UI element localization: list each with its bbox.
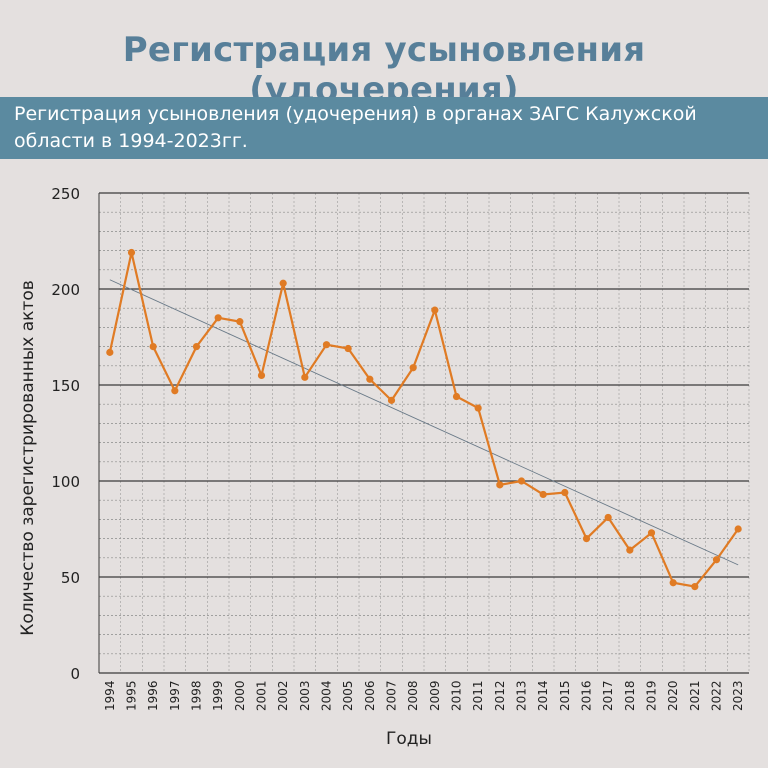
y-tick-label: 50 [61, 569, 80, 587]
data-point [236, 318, 244, 326]
x-tick-label: 2002 [276, 680, 290, 711]
y-tick-label: 250 [51, 185, 80, 203]
data-point [387, 396, 396, 404]
data-point [647, 529, 656, 537]
x-tick-label: 2012 [493, 680, 507, 711]
x-tick-label: 2007 [385, 680, 399, 711]
x-tick-label: 1995 [125, 680, 139, 711]
data-point [712, 556, 721, 564]
data-point [452, 392, 461, 401]
x-tick-label: 2003 [298, 680, 312, 711]
data-point [366, 375, 374, 383]
data-point [192, 343, 201, 351]
x-tick-label: 2018 [623, 680, 637, 711]
x-tick-label: 2016 [580, 680, 594, 711]
x-tick-label: 1999 [211, 680, 225, 711]
x-tick-label: 2023 [731, 680, 745, 711]
data-point [431, 306, 439, 314]
subtitle-banner: Регистрация усыновления (удочерения) в о… [0, 97, 768, 159]
data-point [517, 477, 526, 485]
data-point [301, 373, 309, 381]
x-tick-label: 2022 [710, 680, 724, 711]
data-point [626, 546, 634, 554]
x-tick-label: 1996 [146, 680, 160, 711]
y-tick-label: 150 [51, 377, 80, 395]
data-point [171, 387, 179, 395]
y-tick-label: 0 [70, 665, 80, 683]
data-point [409, 364, 417, 372]
y-tick-label: 100 [51, 473, 80, 491]
data-point [474, 404, 482, 412]
x-tick-label: 2001 [255, 680, 269, 711]
data-point [539, 490, 547, 499]
x-tick-label: 2004 [320, 680, 334, 711]
x-tick-label: 2020 [666, 680, 680, 711]
data-point [322, 341, 331, 349]
y-tick-label: 200 [51, 281, 80, 299]
series-line [108, 252, 740, 588]
data-point [127, 248, 136, 257]
data-point [604, 513, 612, 522]
page-title: Регистрация усыновления (удочерения) [122, 30, 646, 110]
data-point [691, 583, 699, 591]
x-axis: 1994 1995 1996 1997 1998 1999 2000 2001 2002 2003… [103, 680, 745, 711]
data-point [344, 344, 352, 353]
x-tick-label: 2014 [536, 680, 550, 711]
x-tick-label: 2005 [341, 680, 355, 711]
x-tick-label: 2009 [428, 680, 442, 711]
x-tick-label: 1994 [103, 680, 117, 711]
x-tick-label: 2010 [450, 680, 464, 711]
x-tick-label: 2015 [558, 680, 572, 711]
x-tick-label: 2000 [233, 680, 247, 711]
data-point [149, 343, 157, 351]
data-point [214, 314, 222, 322]
data-point [669, 579, 677, 587]
subtitle-text: Регистрация усыновления (удочерения) в о… [14, 103, 697, 152]
x-tick-label: 2006 [363, 680, 377, 711]
x-tick-label: 2008 [406, 680, 420, 711]
x-tick-label: 2013 [515, 680, 529, 711]
data-points [106, 248, 742, 591]
data-point [496, 481, 504, 489]
x-tick-label: 2019 [645, 680, 659, 711]
data-point [257, 371, 266, 379]
x-tick-label: 2017 [601, 680, 615, 711]
data-point [734, 525, 742, 533]
x-tick-label: 2021 [688, 680, 702, 711]
x-tick-label: 1997 [168, 680, 182, 711]
y-axis: 0 50 100 150 200 250 [51, 185, 80, 683]
x-tick-label: 1998 [190, 680, 204, 711]
trend-line [109, 279, 739, 566]
grid [98, 192, 750, 674]
data-point [582, 535, 591, 543]
x-axis-title: Годы [386, 729, 432, 749]
data-point [561, 488, 569, 497]
y-axis-title: Количество зарегистрированных актов [18, 280, 38, 636]
x-tick-label: 2011 [471, 680, 485, 711]
data-point [106, 348, 114, 356]
data-point [279, 279, 287, 287]
